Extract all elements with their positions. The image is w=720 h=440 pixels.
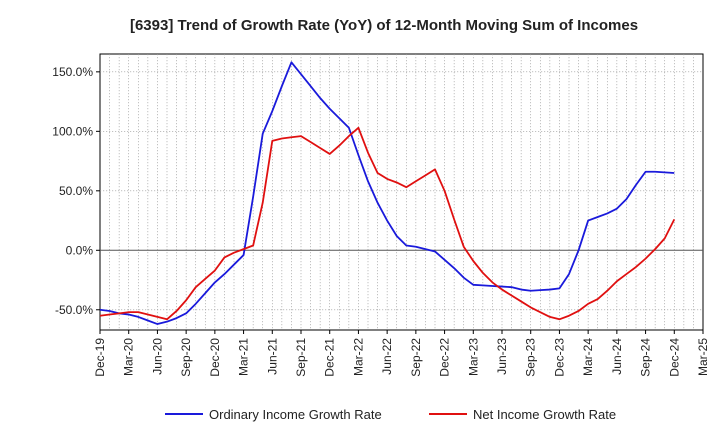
x-tick-label: Mar-23 [466, 338, 480, 376]
x-tick-label: Jun-22 [380, 338, 394, 375]
x-tick-label: Sep-23 [524, 338, 538, 377]
x-tick-label: Jun-21 [265, 338, 279, 375]
horizontal-grid [100, 71, 703, 311]
y-tick-label: 0.0% [66, 243, 94, 257]
x-tick-label: Mar-20 [122, 338, 136, 376]
x-tick-label: Dec-20 [208, 338, 222, 377]
x-tick-label: Sep-20 [179, 338, 193, 377]
y-tick-label: 50.0% [59, 184, 93, 198]
net-income-growth-line [99, 126, 676, 321]
x-tick-label: Jun-23 [495, 338, 509, 375]
x-tick-label: Mar-24 [581, 338, 595, 376]
x-tick-label: Sep-22 [409, 338, 423, 377]
y-tick-label: -50.0% [55, 303, 93, 317]
x-tick-label: Mar-25 [696, 338, 710, 376]
legend: Ordinary Income Growth Rate Net Income G… [165, 407, 616, 422]
legend-label-ordinary-income: Ordinary Income Growth Rate [209, 407, 382, 422]
x-tick-label: Jun-24 [610, 338, 624, 375]
y-axis-ticks: 150.0% 100.0% 50.0% 0.0% -50.0% [52, 65, 100, 317]
ordinary-income-growth-line [99, 61, 675, 325]
x-tick-label: Dec-24 [667, 338, 681, 377]
x-tick-label: Sep-21 [294, 338, 308, 377]
x-tick-label: Mar-22 [351, 338, 365, 376]
y-tick-label: 150.0% [52, 65, 93, 79]
x-tick-label: Sep-24 [639, 338, 653, 377]
plot-area [99, 53, 704, 331]
x-tick-label: Dec-21 [323, 338, 337, 377]
series-lines [99, 61, 676, 325]
x-tick-label: Dec-19 [93, 338, 107, 377]
y-tick-label: 100.0% [52, 124, 93, 138]
legend-label-net-income: Net Income Growth Rate [473, 407, 616, 422]
chart-title: [6393] Trend of Growth Rate (YoY) of 12-… [130, 17, 638, 34]
x-axis-ticks: Dec-19 Mar-20 Jun-20 Sep-20 Dec-20 Mar-21 Jun-… [93, 330, 710, 377]
x-tick-label: Mar-21 [237, 338, 251, 376]
x-tick-label: Dec-22 [438, 338, 452, 377]
x-tick-label: Dec-23 [552, 338, 566, 377]
x-tick-label: Jun-20 [150, 338, 164, 375]
vertical-grid [109, 54, 694, 330]
